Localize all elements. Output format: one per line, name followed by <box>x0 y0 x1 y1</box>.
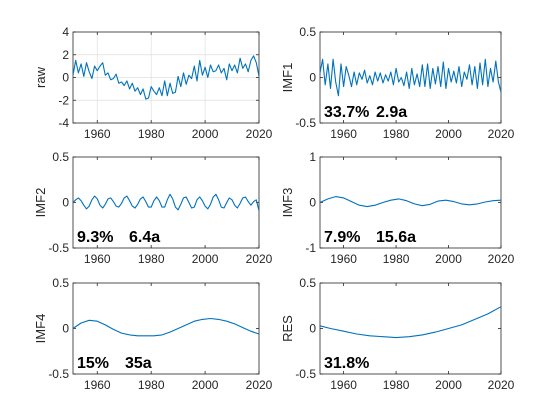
y-axis-label: IMF3 <box>280 188 295 218</box>
y-tick-label: -0.5 <box>295 116 316 130</box>
y-tick-label: 0.5 <box>52 276 69 290</box>
y-tick-label: 2 <box>62 48 69 62</box>
x-tick-label: 1960 <box>330 127 357 141</box>
annotation-label: 9.3% <box>77 229 113 246</box>
x-tick-label: 1960 <box>84 127 111 141</box>
y-tick-label: 0.5 <box>52 150 69 164</box>
annotation-label: 31.8% <box>324 355 369 372</box>
y-tick-label: -0.5 <box>295 367 316 381</box>
annotation-label: 2.9a <box>376 104 407 121</box>
x-tick-label: 2020 <box>488 127 515 141</box>
x-tick-label: 2020 <box>246 127 273 141</box>
y-axis-label: IMF1 <box>280 63 295 93</box>
y-tick-label: 0 <box>62 322 69 336</box>
y-axis-label: IMF4 <box>33 314 48 344</box>
series-line <box>72 317 260 337</box>
y-tick-label: 0 <box>309 196 316 210</box>
series-line <box>319 58 502 97</box>
x-tick-label: 1980 <box>138 252 165 266</box>
y-tick-label: 0.5 <box>299 276 316 290</box>
y-tick-label: 0 <box>62 71 69 85</box>
panel-imf2: 1960 1980 2000 2020 0.5 0 -0.5 IMF2 9.3% 6.4a <box>33 150 273 266</box>
annotation-label: 7.9% <box>324 229 360 246</box>
annotation-label: 15% <box>77 355 109 372</box>
y-tick-label: 0.5 <box>299 25 316 39</box>
panel-res: 1960 1980 2000 2020 0.5 0 -0.5 RES 31.8% <box>280 276 515 392</box>
x-tick-label: 1980 <box>138 378 165 392</box>
plot-area <box>72 282 260 375</box>
y-tick-label: 0 <box>309 71 316 85</box>
x-tick-label: 1960 <box>84 252 111 266</box>
y-tick-label: 0 <box>309 322 316 336</box>
panel-raw: 1960 1980 2000 2020 4 2 0 -2 -4 raw <box>33 25 273 141</box>
x-tick-label: 2000 <box>435 252 462 266</box>
y-axis-label: IMF2 <box>33 188 48 218</box>
panel-imf1: 1960 1980 2000 2020 0.5 0 -0.5 IMF1 33.7% 2.9a <box>280 25 515 141</box>
x-tick-label: 2020 <box>488 252 515 266</box>
annotation-label: 35a <box>125 355 152 372</box>
x-tick-label: 1980 <box>383 378 410 392</box>
series-line <box>319 196 502 208</box>
y-tick-label: 0 <box>62 196 69 210</box>
x-tick-label: 2000 <box>435 127 462 141</box>
y-tick-label: -0.5 <box>48 367 69 381</box>
x-tick-label: 2000 <box>192 378 219 392</box>
x-tick-label: 1960 <box>330 378 357 392</box>
series-line <box>319 306 502 339</box>
x-tick-label: 1980 <box>383 252 410 266</box>
annotation-label: 15.6a <box>376 229 416 246</box>
series-line <box>72 193 260 211</box>
x-tick-label: 2020 <box>246 252 273 266</box>
y-tick-label: -0.5 <box>48 241 69 255</box>
y-tick-label: -1 <box>305 241 316 255</box>
x-tick-label: 1980 <box>138 127 165 141</box>
y-tick-label: 1 <box>309 150 316 164</box>
panel-imf3: 1960 1980 2000 2020 1 0 -1 IMF3 7.9% 15.6a <box>280 150 515 266</box>
x-tick-label: 2020 <box>488 378 515 392</box>
x-tick-label: 1960 <box>84 378 111 392</box>
x-tick-label: 1960 <box>330 252 357 266</box>
x-tick-label: 2000 <box>192 127 219 141</box>
panel-imf4: 1960 1980 2000 2020 0.5 0 -0.5 IMF4 15% 35a <box>33 276 273 392</box>
y-axis-label: RES <box>280 315 295 342</box>
x-tick-label: 2000 <box>435 378 462 392</box>
x-tick-label: 1980 <box>383 127 410 141</box>
plot-area <box>319 282 502 375</box>
x-tick-label: 2020 <box>246 378 273 392</box>
y-tick-label: -4 <box>58 116 69 130</box>
x-tick-label: 2000 <box>192 252 219 266</box>
y-tick-label: 4 <box>62 25 69 39</box>
annotation-label: 33.7% <box>324 104 369 121</box>
y-axis-label: raw <box>33 66 48 88</box>
annotation-label: 6.4a <box>129 229 160 246</box>
series-line <box>72 55 260 100</box>
y-tick-label: -2 <box>58 93 69 107</box>
